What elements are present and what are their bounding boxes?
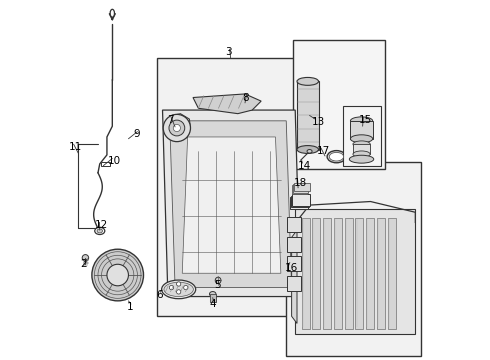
Ellipse shape	[349, 155, 374, 163]
Bar	[294, 184, 309, 193]
Bar	[313, 218, 320, 329]
Bar	[294, 183, 310, 192]
Bar	[291, 196, 309, 207]
Text: 6: 6	[156, 290, 163, 300]
Bar	[286, 162, 421, 356]
Ellipse shape	[329, 152, 343, 161]
Bar	[287, 237, 300, 252]
Ellipse shape	[82, 255, 89, 261]
Ellipse shape	[353, 141, 370, 147]
Text: 17: 17	[317, 145, 330, 156]
Circle shape	[169, 120, 185, 136]
Polygon shape	[170, 121, 292, 288]
Polygon shape	[182, 137, 281, 273]
Bar	[377, 218, 385, 329]
Circle shape	[107, 264, 128, 286]
Bar	[344, 218, 353, 329]
Ellipse shape	[95, 227, 105, 234]
Polygon shape	[163, 110, 300, 297]
Bar	[353, 144, 370, 154]
Ellipse shape	[297, 145, 318, 153]
Bar	[210, 294, 216, 302]
Circle shape	[176, 282, 181, 286]
Bar	[334, 218, 342, 329]
Bar	[292, 194, 310, 206]
Bar	[290, 197, 308, 209]
Ellipse shape	[327, 150, 346, 163]
Text: 10: 10	[108, 156, 121, 166]
Text: 7: 7	[167, 115, 173, 125]
Bar	[323, 218, 331, 329]
Ellipse shape	[210, 292, 216, 297]
Ellipse shape	[110, 9, 115, 17]
Bar	[293, 185, 307, 194]
Polygon shape	[193, 94, 261, 114]
Bar	[355, 218, 364, 329]
Ellipse shape	[350, 135, 373, 143]
Text: 15: 15	[359, 115, 372, 125]
Text: 11: 11	[69, 141, 82, 152]
Text: 5: 5	[214, 280, 220, 290]
Circle shape	[184, 285, 188, 290]
Ellipse shape	[350, 117, 373, 125]
Bar	[287, 217, 300, 232]
Polygon shape	[292, 230, 297, 323]
Circle shape	[92, 249, 144, 301]
Bar	[388, 218, 395, 329]
Ellipse shape	[215, 277, 221, 284]
Ellipse shape	[353, 151, 370, 157]
Bar	[287, 276, 300, 291]
Circle shape	[170, 285, 173, 290]
Polygon shape	[168, 114, 191, 139]
Ellipse shape	[307, 149, 312, 153]
Ellipse shape	[297, 77, 318, 85]
Bar	[366, 218, 374, 329]
Ellipse shape	[97, 229, 102, 233]
Text: 1: 1	[126, 302, 133, 312]
Text: 18: 18	[294, 178, 307, 188]
Bar	[294, 40, 385, 169]
Circle shape	[176, 290, 181, 294]
Circle shape	[173, 125, 180, 132]
Text: 3: 3	[225, 46, 232, 57]
Text: 16: 16	[285, 263, 298, 273]
Text: 14: 14	[298, 161, 311, 171]
Bar	[350, 121, 373, 139]
Text: 8: 8	[242, 93, 249, 103]
Bar	[287, 256, 300, 271]
Text: 2: 2	[80, 259, 87, 269]
Text: 4: 4	[209, 299, 216, 309]
Ellipse shape	[162, 280, 196, 299]
Bar	[101, 162, 110, 166]
Text: 12: 12	[95, 220, 108, 230]
Ellipse shape	[164, 282, 194, 297]
Bar	[157, 58, 315, 316]
Text: 9: 9	[133, 129, 140, 139]
Bar	[302, 218, 310, 329]
Text: 13: 13	[311, 117, 324, 127]
Bar	[343, 107, 381, 166]
Bar	[297, 81, 318, 149]
Circle shape	[163, 114, 191, 141]
Polygon shape	[295, 209, 416, 334]
